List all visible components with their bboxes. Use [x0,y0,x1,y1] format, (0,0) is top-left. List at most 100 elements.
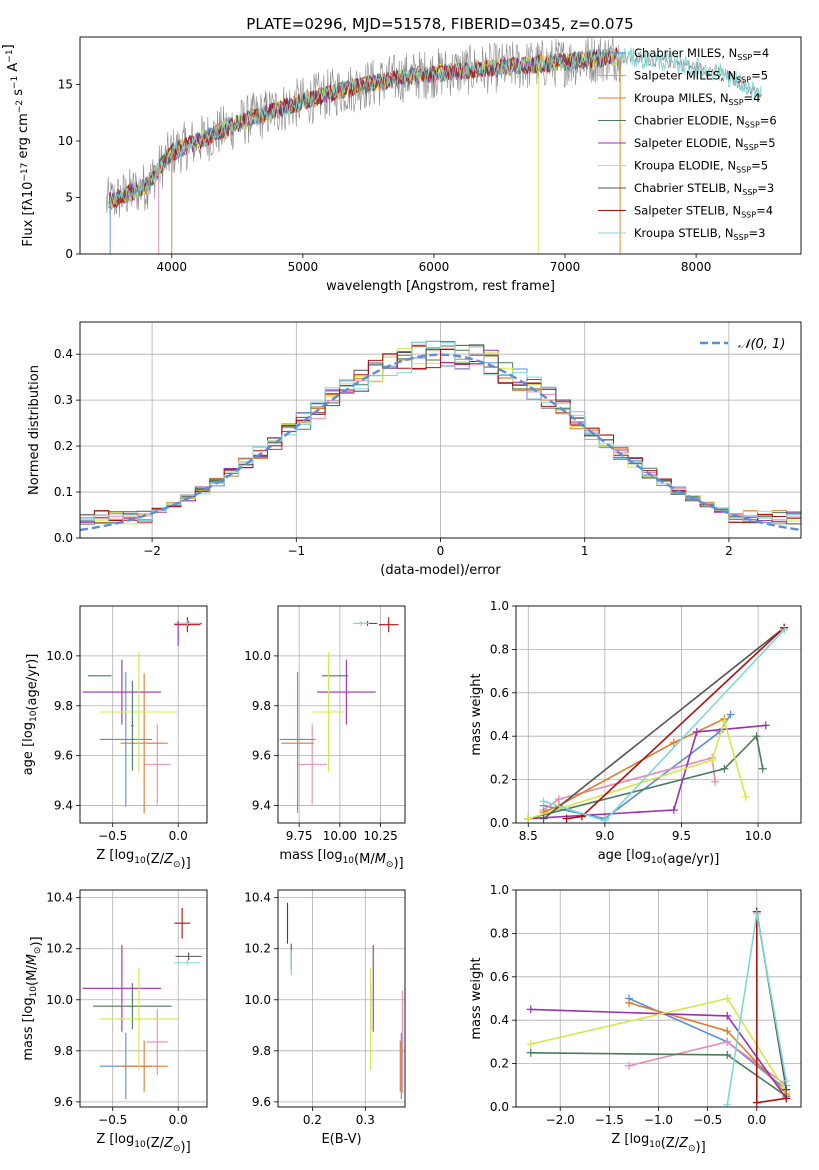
weight-marker [741,792,750,801]
errorbar-point [174,960,201,966]
label-part: s [11,89,26,100]
errorbar-point [352,620,370,626]
y-tick-label: 10.0 [46,649,73,663]
x-tick-label: 9.75 [286,829,313,843]
weight-series [524,623,789,823]
weight-vs-age-panel: 8.5 9.0 9.5 10.0 0.0 0.2 0.4 0.6 0.8 1.0 age [log1… [469,599,802,867]
label-part: (Z/ [661,1136,680,1151]
y-tick-label: 0.2 [54,439,73,453]
legend-name: Kroupa MILES, N [634,91,729,105]
weight-marker [526,1005,535,1014]
y-tick-label: 10.4 [46,891,73,905]
label-part: mass [ [279,848,322,863]
weight-line-8 [543,629,785,822]
weight-marker [625,998,634,1007]
age-vs-metallicity-panel: −0.5 0.09.49.69.810.0Z [log10(Z/Z⊙)]age [… [21,605,208,871]
errorbar-point [281,673,314,814]
weight-marker [524,814,533,823]
weight-marker [752,1098,761,1107]
legend-entry: Chabrier MILES, NSSP=4 [634,46,769,62]
legend-name: Chabrier STELIB, N [634,181,742,195]
axes-frame [515,605,802,824]
y-tick-label: 9.6 [54,749,73,763]
mass-vs-reddening-panel: 0.2 0.3 9.6 9.8 10.0 10.2 10.4 E(B-V) [244,889,406,1147]
age-vs-mass-panel: 9.75 10.00 10.25 9.4 9.6 9.8 10.0 mass [log10(M… [244,605,406,871]
axes-frame [79,605,208,824]
weight-line-4 [528,724,766,820]
legend-sub: SSP [737,53,752,62]
legend-sub: SSP [741,211,756,220]
weight-marker [708,756,717,765]
legend-entry: Salpeter MILES, NSSP=5 [634,69,768,85]
y-tick-label: 0.2 [490,773,509,787]
x-tick-label: 0.0 [169,1113,188,1127]
weight-marker [720,717,729,726]
weight-marker [752,732,761,741]
label-part: Z [163,1136,174,1151]
normal-curve [80,353,801,532]
weight-marker [782,1085,791,1094]
errorbar-point [378,617,399,633]
x-tick-label: 0.2 [303,1113,322,1127]
y-tick-label: 0.4 [490,729,509,743]
x-axis-label: E(B-V) [321,1132,361,1147]
weight-line-6 [543,627,785,820]
label-part: (M/ [354,852,375,867]
axes-frame [277,889,406,1108]
y-axis-label: Flux [fλ10−17 erg cm−2 s−1 A−1] [1,44,36,246]
weight-line-2 [543,718,725,813]
x-tick-label: 9.5 [672,829,691,843]
label-sub: 10 [134,1140,146,1150]
spectrum-lines [105,37,762,254]
x-tick-label: 8000 [681,260,712,274]
errorbar-point [120,1040,168,1092]
label-part: (age/yr)] [662,852,719,867]
legend-value: =3 [757,181,774,195]
legend-sub: SSP [745,121,760,130]
label-sub: 10 [29,710,39,722]
legend-entry: Chabrier ELODIE, NSSP=6 [634,114,777,130]
y-tick-label: 0 [65,247,73,261]
label-sub: ⊙ [386,860,394,870]
weight-marker [692,727,701,736]
label-part: age [ [21,742,36,775]
legend-name: Salpeter ELODIE, N [634,136,744,150]
label-part: (age/yr)] [25,654,40,711]
y-tick-label: 0.4 [54,347,73,361]
label-part: A [6,63,21,76]
weight-marker [526,1048,535,1057]
legend-sub: SSP [734,233,749,242]
errorbar-point [93,983,172,1030]
weight-marker [723,1037,732,1046]
x-tick-label: 8.5 [519,829,538,843]
y-tick-label: 0.0 [54,531,73,545]
label-part: Z [ [96,848,114,863]
y-tick-label: 0.0 [490,816,509,830]
x-tick-label: 10.0 [745,829,772,843]
weight-marker [723,1100,732,1107]
model-spectrum-6 [108,47,618,208]
label-sup: −17 [20,163,30,182]
weight-series [526,907,791,1107]
y-tick-label: 10.0 [244,993,271,1007]
axes-frame [277,605,406,824]
label-sup: −1 [10,76,20,89]
y-tick-label: 1.0 [490,599,509,613]
y-tick-label: 0.3 [54,393,73,407]
label-sub: ⊙ [173,1144,181,1154]
y-tick-label: 10.0 [244,649,271,663]
legend-name: Chabrier ELODIE, N [634,114,745,128]
x-axis-label: mass [log10(M/M⊙)] [279,848,403,871]
weight-line-7 [566,627,785,820]
errorbar-point [317,659,376,725]
label-part: M [25,954,40,965]
y-tick-label: 9.8 [252,1044,271,1058]
label-part: )] [29,936,44,946]
weight-marker [780,625,789,634]
label-part: log [21,722,36,742]
weight-marker [761,721,770,730]
y-tick-label: 5 [65,190,73,204]
y-axis-label: mass [log10(M/M⊙)] [21,936,44,1060]
label-part: )] [181,856,191,871]
y-tick-label: 15 [58,77,73,91]
